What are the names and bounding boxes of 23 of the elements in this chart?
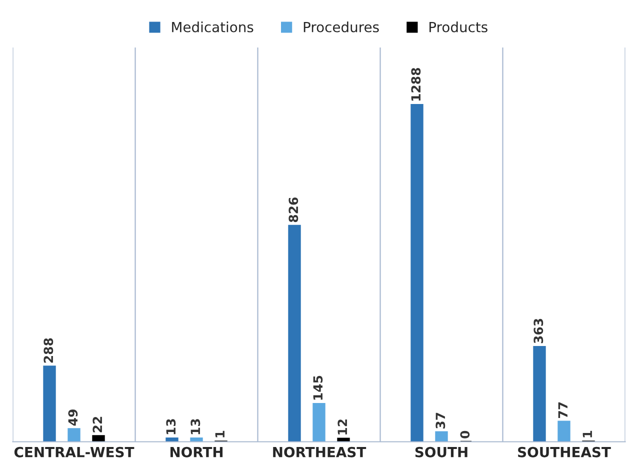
legend-label: Medications [172, 22, 254, 32]
data-label: 12 [338, 420, 347, 434]
legend-label: Procedures [304, 22, 379, 32]
data-label: 37 [436, 412, 446, 428]
data-label: 22 [92, 416, 102, 432]
data-label: 1 [215, 430, 224, 438]
data-label: 363 [534, 318, 544, 344]
data-label: 13 [190, 419, 200, 434]
x-tick-label: NORTHEAST [273, 446, 366, 458]
data-label: 1 [582, 430, 592, 438]
data-label: 826 [288, 197, 298, 222]
legend-label: Products [430, 22, 488, 32]
data-label: 0 [460, 430, 470, 438]
x-tick-label: NORTH [170, 446, 223, 458]
x-tick-label: SOUTH [415, 446, 468, 458]
data-label: 77 [558, 402, 568, 418]
data-label: 1288 [411, 68, 421, 101]
data-label: 49 [68, 410, 78, 426]
data-label: 145 [313, 376, 323, 400]
data-label: 13 [166, 419, 176, 434]
x-tick-label: SOUTHEAST [518, 446, 611, 458]
data-label: 288 [44, 338, 54, 363]
x-tick-label: CENTRAL-WEST [14, 446, 134, 458]
